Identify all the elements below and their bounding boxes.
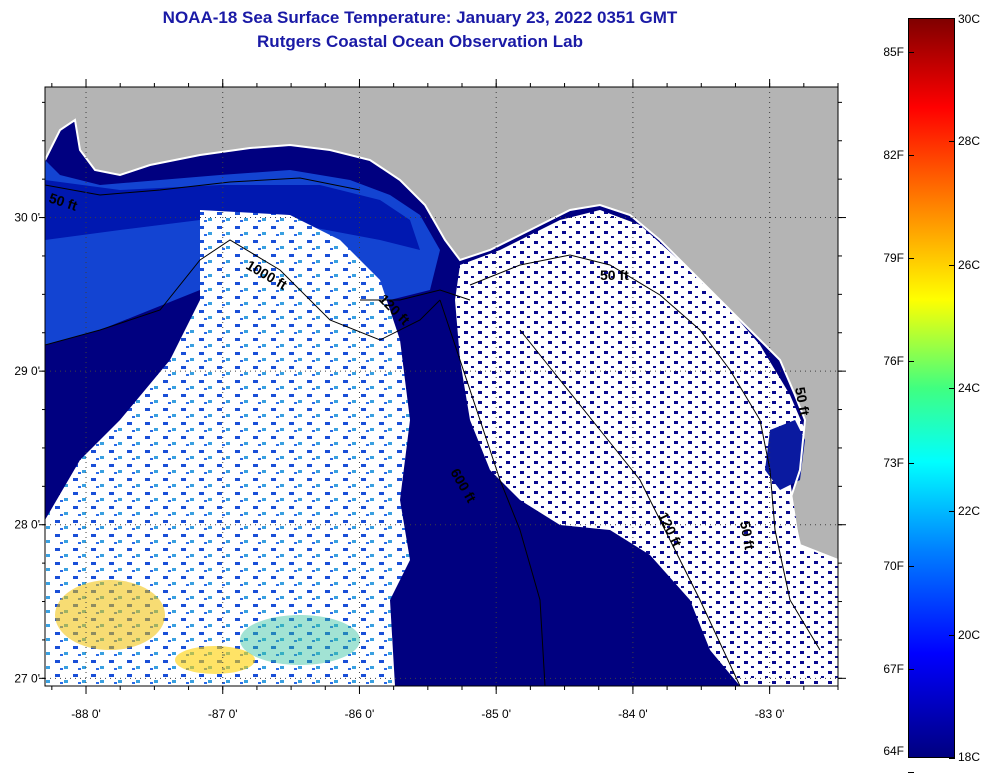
lat-tick-label: 27 0'	[14, 671, 40, 685]
contour-50ft-east	[469, 254, 821, 651]
lon-tick-label: -87 0'	[208, 707, 238, 721]
colorbar-c-label: 28C	[958, 134, 981, 149]
colorbar-c-label: 22C	[958, 504, 981, 519]
lon-tick-label: -83 0'	[755, 707, 785, 721]
colorbar-tick	[949, 141, 955, 143]
land-mass	[45, 87, 838, 560]
warm-patch	[55, 580, 165, 650]
contour-label: 50 ft	[737, 520, 758, 551]
colorbar-tick	[908, 360, 914, 362]
colorbar-tick	[949, 511, 955, 513]
lon-axis: -88 0' -87 0' -86 0' -85 0' -84 0' -83 0…	[71, 707, 784, 721]
nearshore-patch	[765, 420, 805, 490]
colorbar-tick	[908, 257, 914, 259]
colorbar-f-label: 64F	[883, 744, 904, 758]
colorbar-f-label: 76F	[883, 353, 904, 368]
sst-map: 50 ft 1000 ft 120 ft 50 ft 600 ft 120 ft…	[14, 79, 846, 721]
coastline	[45, 118, 838, 561]
colorbar-f-label: 85F	[883, 45, 904, 60]
lat-tick-label: 29 0'	[14, 364, 40, 378]
colorbar-f-label: 73F	[883, 456, 904, 471]
warm-patch-3	[240, 615, 360, 665]
contour-120ft-east	[519, 329, 741, 686]
axis-ticks	[39, 79, 846, 694]
colorbar-tick	[908, 566, 914, 568]
graticule	[45, 87, 838, 686]
lon-tick-label: -86 0'	[345, 707, 375, 721]
contour-50ft-west	[45, 177, 361, 196]
lat-tick-label: 28 0'	[14, 518, 40, 532]
contour-600ft	[439, 299, 546, 686]
colorbar-c-label: 30C	[958, 12, 981, 26]
warm-patch-2	[175, 646, 255, 674]
colorbar-tick	[908, 155, 914, 157]
cloud-cover	[455, 210, 838, 686]
map-frame	[44, 86, 839, 687]
colorbar-c-label: 18C	[958, 750, 981, 764]
lat-axis: 30 0' 29 0' 28 0' 27 0'	[14, 211, 40, 686]
colorbar-tick	[908, 463, 914, 465]
temperature-colorbar	[908, 18, 955, 758]
colorbar-c-label: 20C	[958, 627, 981, 642]
colorbar-tick	[908, 52, 914, 54]
colorbar-tick	[908, 668, 914, 670]
colorbar-tick	[949, 388, 955, 389]
lon-tick-label: -88 0'	[71, 707, 101, 721]
contour-label: 50 ft	[792, 386, 813, 417]
colorbar-c-label: 24C	[958, 381, 981, 395]
colorbar-f-label: 79F	[883, 250, 904, 265]
map-title: NOAA-18 Sea Surface Temperature: January…	[162, 8, 678, 27]
colorbar-tick	[949, 758, 955, 759]
speckled-region	[45, 210, 410, 686]
colorbar-tick	[949, 264, 955, 266]
colorbar-f-label: 70F	[883, 559, 904, 574]
map-subtitle: Rutgers Coastal Ocean Observation Lab	[257, 32, 583, 51]
colorbar-c-label: 26C	[958, 257, 981, 272]
contour-120ft	[360, 289, 471, 301]
colorbar-tick	[949, 634, 955, 636]
lon-tick-label: -85 0'	[481, 707, 511, 721]
lon-tick-label: -84 0'	[618, 707, 648, 721]
colorbar-tick	[949, 18, 955, 19]
lat-tick-label: 30 0'	[14, 211, 40, 225]
colorbar-f-label: 67F	[883, 661, 904, 676]
map-frame-content: 50 ft 1000 ft 120 ft 50 ft 600 ft 120 ft…	[45, 87, 838, 686]
contour-label: 50 ft	[600, 267, 629, 283]
contour-1000ft	[45, 239, 441, 346]
colorbar-f-label: 82F	[883, 148, 904, 163]
